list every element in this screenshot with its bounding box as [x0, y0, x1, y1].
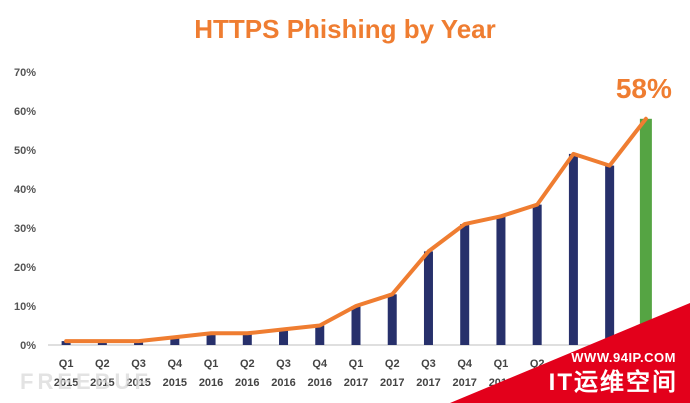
- bar: [242, 333, 252, 345]
- x-tick-label: 2015: [54, 377, 78, 389]
- x-tick-label: Q3: [421, 358, 436, 370]
- y-tick-label: 0%: [20, 340, 36, 352]
- y-tick-label: 20%: [14, 262, 36, 274]
- x-tick-label: 2017: [344, 377, 368, 389]
- bar: [351, 306, 361, 345]
- watermark-freebuf: FREEBUF: [20, 369, 152, 394]
- x-tick-label: Q1: [349, 358, 364, 370]
- x-tick-label: Q3: [131, 358, 146, 370]
- x-tick-label: 2015: [163, 377, 187, 389]
- bar: [387, 294, 397, 345]
- bar: [496, 216, 506, 345]
- bar: [605, 165, 615, 345]
- x-tick-label: 2015: [126, 377, 150, 389]
- x-tick-label: 2017: [380, 377, 404, 389]
- bar: [639, 118, 652, 345]
- watermark-ribbon: [450, 303, 690, 403]
- x-tick-label: 2016: [308, 377, 332, 389]
- x-tick-label: 2016: [235, 377, 259, 389]
- y-tick-label: 70%: [14, 67, 36, 79]
- x-tick-label: Q1: [494, 358, 509, 370]
- x-tick-label: Q2: [95, 358, 110, 370]
- x-tick-label: Q4: [167, 358, 183, 370]
- watermark-name: IT运维空间: [548, 369, 678, 396]
- trend-line: [64, 116, 648, 344]
- x-tick-label: 2017: [416, 377, 440, 389]
- bar: [568, 153, 578, 345]
- bar: [206, 333, 216, 345]
- bar: [423, 251, 433, 345]
- y-tick-label: 60%: [14, 106, 36, 118]
- x-tick-label: Q2: [385, 358, 400, 370]
- bar: [279, 329, 289, 345]
- x-tick-label: 2016: [199, 377, 223, 389]
- chart-title: HTTPS Phishing by Year: [194, 14, 496, 44]
- bar: [170, 337, 180, 345]
- bar: [532, 204, 542, 345]
- x-tick-label: Q1: [59, 358, 74, 370]
- x-tick-label: Q1: [204, 358, 219, 370]
- y-tick-label: 30%: [14, 223, 36, 235]
- x-tick-label: Q4: [312, 358, 328, 370]
- y-tick-label: 40%: [14, 184, 36, 196]
- x-tick-label: Q2: [240, 358, 255, 370]
- x-tick-label: Q4: [457, 358, 473, 370]
- x-tick-label: Q3: [276, 358, 291, 370]
- y-tick-label: 50%: [14, 145, 36, 157]
- callout-label: 58%: [616, 73, 672, 104]
- bar: [315, 325, 325, 345]
- x-tick-label: 2016: [271, 377, 295, 389]
- x-tick-label: 2017: [452, 377, 476, 389]
- x-tick-label: 2015: [90, 377, 114, 389]
- bar: [460, 224, 470, 345]
- watermark-url: WWW.94IP.COM: [571, 350, 676, 365]
- y-tick-label: 10%: [14, 301, 36, 313]
